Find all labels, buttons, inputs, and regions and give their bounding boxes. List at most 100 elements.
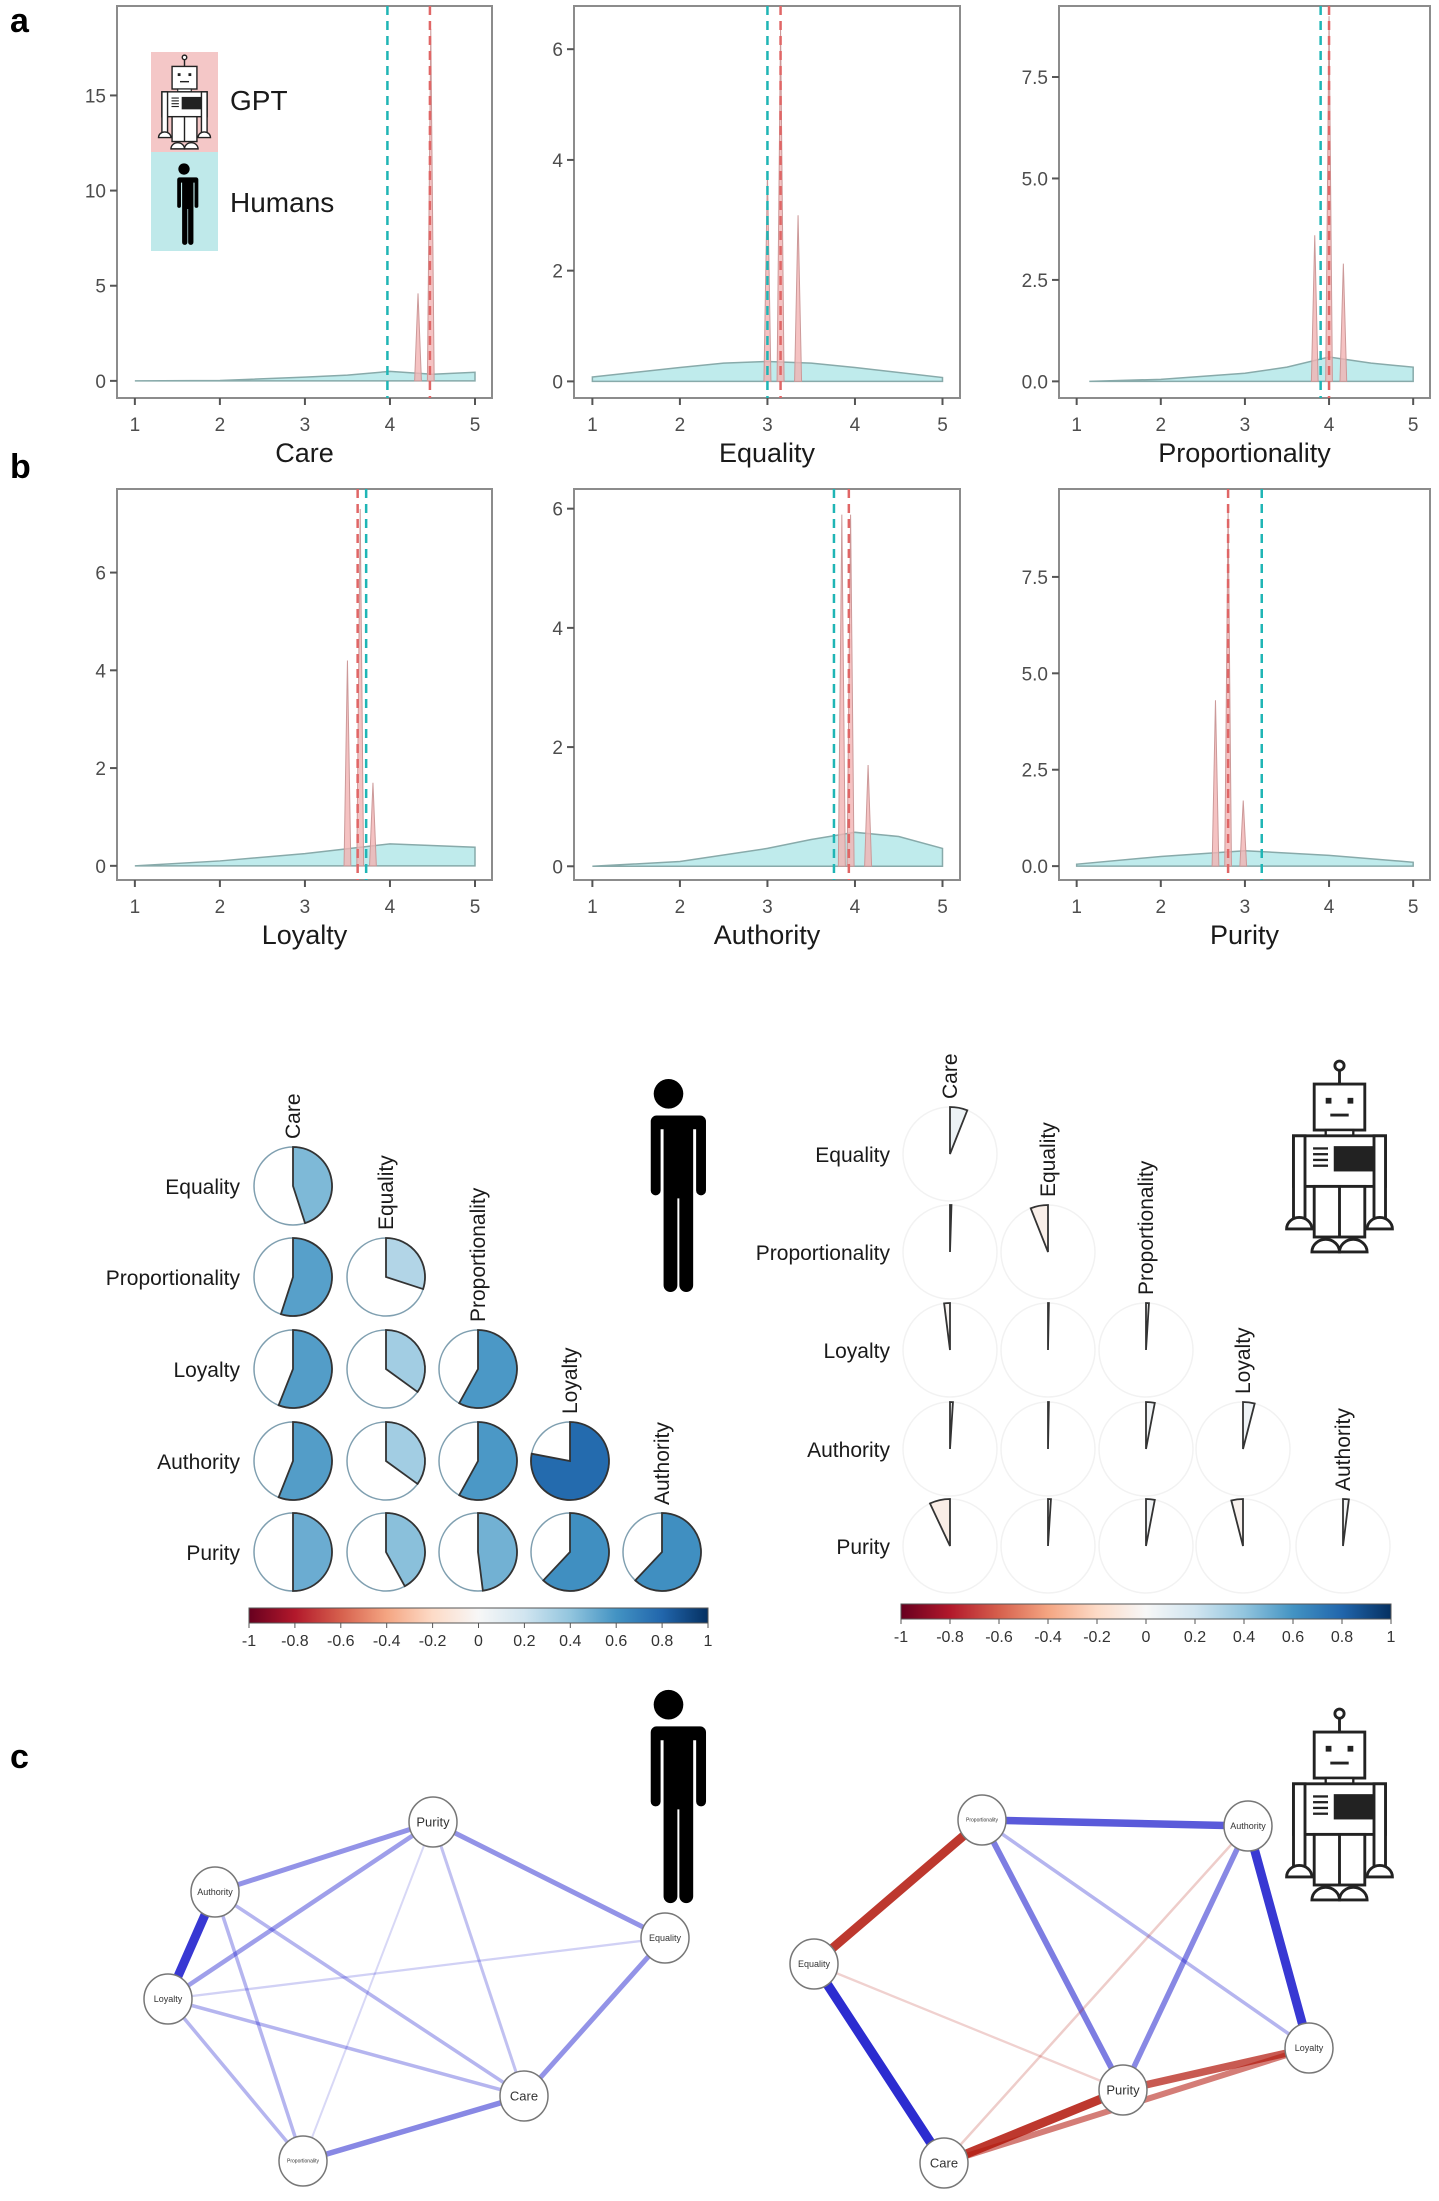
network-edge <box>521 1935 668 2099</box>
y-tick-label: 2 <box>552 738 563 759</box>
plot-frame <box>573 488 961 881</box>
x-tick-label: 2 <box>675 415 686 436</box>
network-edge <box>213 1890 526 2098</box>
correlation-pie <box>943 1302 951 1351</box>
density-panel-purity: 1 2 3 4 5 0.0 2.5 5.0 7.5 Purity <box>1022 488 1431 950</box>
network-edge <box>809 1815 987 1969</box>
correlation-pie <box>279 1237 333 1317</box>
panel-letter: b <box>10 448 31 486</box>
colorbar-tick-label: -0.8 <box>936 1629 964 1646</box>
x-tick-label: 4 <box>385 415 396 436</box>
correlation-pie <box>634 1512 702 1592</box>
gpt-density-peak <box>1339 263 1348 382</box>
density-panel-care: 1 2 3 4 5 0 5 10 15 Care <box>85 5 493 468</box>
correlation-pie <box>1145 1401 1156 1450</box>
x-tick-label: 5 <box>937 897 948 918</box>
legend-humans-label: Humans <box>230 187 334 218</box>
plot-frame <box>1058 5 1431 399</box>
column-label: Loyalty <box>1232 1327 1255 1394</box>
network-edge <box>300 2093 527 2164</box>
y-tick-label: 4 <box>552 151 563 172</box>
colorbar-tick-label: 0.2 <box>513 1633 535 1650</box>
network-edge <box>1243 1821 1314 2053</box>
y-tick-label: 10 <box>85 182 106 203</box>
correlation-pie <box>457 1329 518 1409</box>
network-node-label: Loyalty <box>154 1994 183 2004</box>
human-icon <box>636 1689 707 1904</box>
network-edge <box>431 1820 526 2098</box>
colorbar <box>248 1607 709 1624</box>
network-gpt: Proportionality Authority Equality Loyalty P… <box>789 1794 1334 2189</box>
network-edge <box>302 1821 434 2162</box>
column-label: Care <box>939 1053 962 1099</box>
gpt-density-peak <box>837 514 846 867</box>
x-tick-label: 3 <box>300 415 311 436</box>
correlation-pie <box>1047 1302 1050 1351</box>
x-axis-title: Purity <box>1210 920 1280 950</box>
network-edge <box>165 1819 436 2002</box>
y-tick-label: 5.0 <box>1022 664 1048 685</box>
network-edge <box>980 1818 1311 2050</box>
network-node <box>499 2070 549 2122</box>
density-panel-equality: 1 2 3 4 5 0 2 4 6 Equality <box>552 5 961 468</box>
row-label: Loyalty <box>823 1340 890 1363</box>
humans-density-area <box>592 831 944 868</box>
colorbar-tick-label: -0.4 <box>1034 1629 1062 1646</box>
human-icon <box>636 1078 706 1293</box>
row-label: Loyalty <box>173 1359 240 1382</box>
colorbar-tick-label: -0.2 <box>419 1633 447 1650</box>
correlation-pie <box>292 1146 333 1225</box>
row-label: Equality <box>165 1176 240 1199</box>
network-edge <box>1119 2044 1313 2094</box>
x-axis-title: Care <box>275 438 334 468</box>
network-edge <box>979 1817 1126 2093</box>
colorbar-tick-label: 0.8 <box>1331 1629 1353 1646</box>
x-tick-label: 3 <box>300 897 311 918</box>
correlation-pie <box>1230 1498 1244 1547</box>
correlation-pie <box>542 1512 610 1592</box>
y-tick-label: 2 <box>95 759 106 780</box>
x-tick-label: 4 <box>1324 897 1335 918</box>
correlation-pie <box>949 1204 953 1253</box>
correlation-plot-gpt: Equality Proportionality Loyalty Authority P… <box>756 1053 1396 1646</box>
x-tick-label: 5 <box>470 415 481 436</box>
correlation-pie <box>277 1421 333 1501</box>
correlation-pie <box>477 1512 518 1592</box>
legend-gpt-label: GPT <box>230 85 288 116</box>
network-node <box>408 1796 458 1848</box>
x-tick-label: 1 <box>1071 897 1082 918</box>
column-label: Proportionality <box>467 1187 490 1322</box>
x-axis-title: Equality <box>719 438 816 468</box>
column-label: Equality <box>1037 1122 1060 1197</box>
colorbar-tick-label: 0.6 <box>605 1633 627 1650</box>
network-node-label: Purity <box>1106 2082 1140 2097</box>
x-tick-label: 4 <box>850 897 861 918</box>
network-node-label: Care <box>510 2088 538 2103</box>
y-tick-label: 4 <box>95 661 106 682</box>
network-node <box>640 1912 690 1964</box>
column-label: Care <box>282 1093 305 1139</box>
x-tick-label: 4 <box>385 897 396 918</box>
x-tick-label: 1 <box>587 897 598 918</box>
colorbar <box>900 1603 1392 1620</box>
correlation-pie <box>949 1106 969 1155</box>
network-edge <box>809 1959 949 2168</box>
colorbar-tick-label: 0 <box>1142 1629 1151 1646</box>
robot-icon <box>1285 1707 1394 1902</box>
row-label: Proportionality <box>756 1242 891 1265</box>
network-node-label: Loyalty <box>1295 2043 1324 2053</box>
x-tick-label: 4 <box>1324 415 1335 436</box>
column-label: Proportionality <box>1135 1160 1158 1295</box>
gpt-density-peak <box>1310 235 1319 382</box>
y-tick-label: 0 <box>95 857 106 878</box>
correlation-pie <box>457 1421 518 1501</box>
colorbar-tick-label: 0.8 <box>651 1633 673 1650</box>
network-node-label: Care <box>930 2155 958 2170</box>
correlation-pie <box>1029 1204 1049 1253</box>
network-node <box>789 1938 839 1990</box>
colorbar-tick-label: 0.4 <box>559 1633 581 1650</box>
network-node-label: Proportionality <box>966 1818 998 1824</box>
x-tick-label: 2 <box>1156 415 1167 436</box>
y-tick-label: 6 <box>552 40 563 61</box>
